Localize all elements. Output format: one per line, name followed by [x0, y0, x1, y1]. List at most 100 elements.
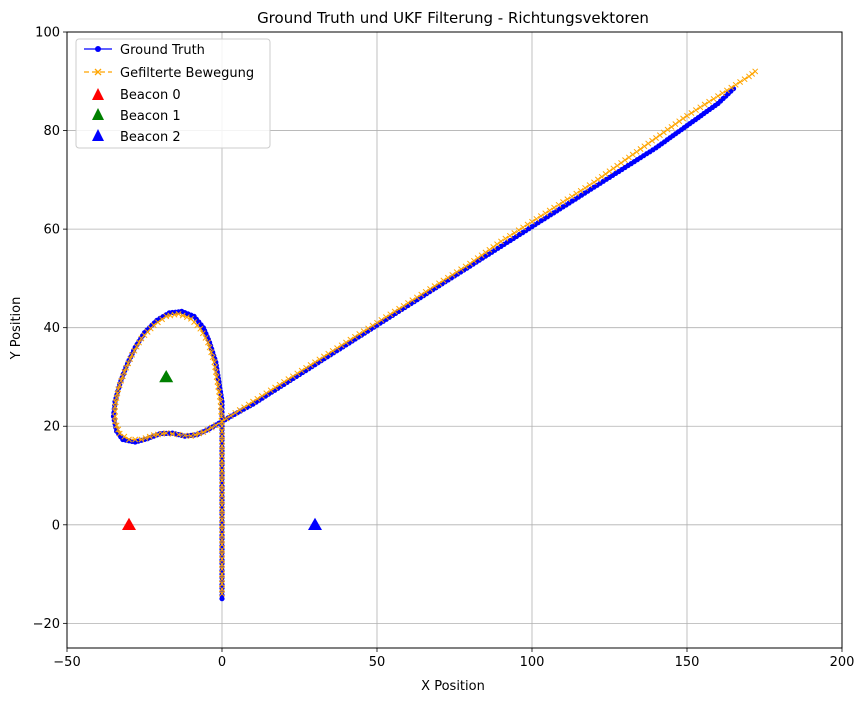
filtered-point	[453, 269, 460, 276]
series-layer	[110, 68, 759, 602]
filtered-point	[188, 433, 194, 440]
y-tick-label: 100	[35, 26, 60, 41]
filtered-point	[653, 135, 659, 141]
filtered-point	[219, 462, 225, 469]
filtered-point	[204, 426, 211, 433]
filtered-point	[564, 196, 571, 203]
filtered-point	[478, 252, 485, 259]
filtered-point	[219, 457, 225, 464]
filtered-point	[684, 112, 690, 119]
x-tick-label: 0	[218, 655, 226, 670]
filtered-point	[119, 373, 126, 380]
filtered-point	[316, 356, 323, 363]
y-tick-label: 60	[43, 223, 60, 238]
filtered-point	[179, 312, 186, 319]
filtered-point	[338, 342, 345, 349]
filtered-point	[347, 336, 354, 343]
filtered-point	[125, 360, 132, 367]
filtered-point	[219, 551, 225, 558]
filtered-point	[126, 436, 132, 443]
filtered-point	[219, 477, 225, 484]
filtered-point	[219, 561, 225, 568]
filtered-point	[219, 541, 225, 548]
filtered-point	[121, 369, 128, 375]
filtered-point	[267, 387, 274, 394]
filtered-point	[676, 118, 683, 125]
filtered-point	[112, 413, 118, 420]
filtered-point	[486, 246, 493, 253]
filtered-point	[467, 260, 473, 267]
filtered-point	[116, 430, 123, 437]
legend-item-ground-truth: Ground Truth	[84, 43, 205, 58]
filtered-point	[216, 393, 223, 400]
chart-title: Ground Truth und UKF Filterung - Richtun…	[257, 9, 649, 27]
filtered-point	[586, 182, 593, 189]
filtered-point	[163, 313, 170, 320]
legend-label-beacon-0: Beacon 0	[120, 88, 181, 103]
filtered-point	[138, 436, 145, 443]
filtered-point	[418, 291, 425, 298]
legend-item-beacon-1: Beacon 1	[92, 108, 181, 124]
filtered-point	[737, 79, 744, 85]
filtered-point	[606, 168, 613, 175]
filtered-point	[298, 367, 305, 374]
filtered-point	[219, 585, 225, 592]
filtered-point	[113, 422, 120, 429]
filtered-point	[219, 487, 225, 494]
filtered-point	[482, 249, 489, 256]
filtered-point	[219, 531, 225, 538]
filtered-point	[524, 221, 531, 228]
filtered-point	[325, 350, 332, 357]
filtered-point	[728, 84, 735, 91]
filtered-point	[529, 218, 535, 225]
filtered-point	[131, 347, 138, 354]
filtered-point	[219, 443, 225, 449]
filtered-point	[356, 331, 363, 337]
filtered-point	[692, 107, 699, 114]
filtered-point	[672, 121, 679, 128]
filtered-point	[199, 330, 206, 337]
filtered-point	[219, 418, 225, 425]
filtered-point	[413, 294, 420, 301]
filtered-point	[391, 308, 398, 315]
filtered-point	[656, 132, 663, 139]
filtered-point	[214, 378, 221, 385]
y-tick-label: 0	[52, 518, 60, 533]
filtered-point	[202, 334, 209, 341]
filtered-point	[360, 328, 367, 335]
filtered-point	[294, 370, 301, 377]
filtered-point	[281, 378, 287, 385]
filtered-point	[206, 344, 213, 351]
filtered-point	[227, 412, 234, 419]
filtered-point	[219, 511, 225, 518]
legend-label-beacon-1: Beacon 1	[120, 109, 181, 124]
filtered-point	[470, 257, 477, 264]
filtered-point	[219, 497, 225, 504]
y-tick-label: 20	[43, 420, 60, 435]
filtered-point	[133, 343, 140, 350]
filtered-point	[427, 286, 434, 292]
filtered-point	[710, 95, 717, 102]
filtered-point	[633, 148, 640, 155]
filtered-point	[409, 297, 416, 304]
filtered-point	[625, 154, 632, 161]
filtered-point	[431, 283, 438, 290]
y-tick-label: 40	[43, 321, 60, 336]
filtered-point	[494, 241, 501, 248]
filtered-point	[474, 255, 481, 262]
x-tick-label: 200	[830, 655, 855, 670]
filtered-point	[387, 311, 394, 318]
filtered-point	[219, 472, 225, 479]
filtered-point	[374, 319, 380, 326]
filtered-point	[138, 335, 145, 342]
filtered-point	[664, 126, 671, 133]
legend-item-gefilterte-bewegung: Gefilterte Bewegung	[84, 66, 254, 81]
y-tick-label: −20	[33, 617, 60, 632]
filtered-point	[723, 87, 730, 94]
filtered-point	[245, 401, 252, 408]
filtered-point	[219, 536, 225, 543]
filtered-point	[715, 93, 721, 100]
filtered-point	[116, 382, 123, 388]
filtered-point	[212, 369, 219, 375]
